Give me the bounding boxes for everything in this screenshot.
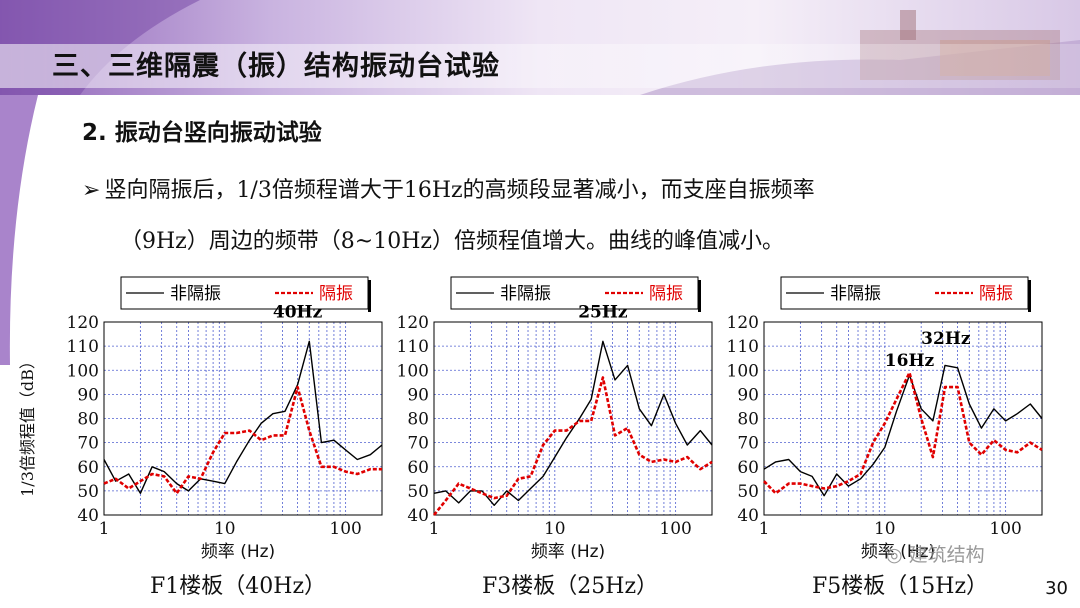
y-tick-label: 70: [407, 434, 429, 454]
grid: [434, 322, 712, 515]
legend-shadow: [1028, 280, 1031, 312]
bullet-text-line-2: （9Hz）周边的频带（8~10Hz）倍频程值增大。曲线的峰值减小。: [120, 229, 784, 254]
y-tick-label: 120: [727, 313, 759, 333]
page-number: 30: [1045, 578, 1068, 599]
series-line-0: [763, 364, 1043, 497]
y-tick-label: 110: [67, 337, 99, 357]
legend-label-0: 非隔振: [500, 284, 551, 304]
y-tick-label: 50: [77, 482, 99, 502]
x-tick-label: 10: [874, 519, 896, 539]
legend-label-0: 非隔振: [830, 284, 881, 304]
peak-annotation: 40Hz: [273, 303, 323, 323]
legend-shadow: [368, 280, 371, 312]
y-tick-label: 90: [77, 385, 99, 405]
y-tick-label: 40: [407, 506, 429, 526]
y-tick-label: 50: [737, 482, 759, 502]
watermark-text: 建筑结构: [908, 544, 985, 566]
x-tick-label: 1: [429, 519, 440, 539]
bullet-text-line-1: ➢ 竖向隔振后，1/3倍频程谱大于16Hz的高频段显著减小，而支座自振频率: [82, 172, 815, 204]
chart-caption-f3: F3楼板（25Hz）: [482, 574, 659, 599]
peak-annotation: 16Hz: [885, 351, 935, 371]
peak-annotation: 32Hz: [921, 329, 971, 349]
legend: 非隔振 隔振: [450, 276, 701, 312]
y-tick-label: 80: [77, 410, 99, 430]
y-tick-label: 60: [737, 458, 759, 478]
series-line-1: [763, 371, 1043, 495]
chart-caption-f5: F5楼板（15Hz）: [812, 574, 989, 599]
x-tick-label: 1: [759, 519, 770, 539]
shared-y-axis-label: 1/3倍频程值（dB）: [18, 353, 37, 497]
y-tick-label: 120: [397, 313, 429, 333]
y-tick-label: 50: [407, 482, 429, 502]
y-tick-label: 80: [737, 410, 759, 430]
y-tick-label: 110: [397, 337, 429, 357]
y-tick-label: 100: [397, 361, 429, 381]
plot-frame: [433, 321, 713, 516]
x-axis-label: 频率 (Hz): [531, 542, 605, 562]
series-line-0: [433, 340, 713, 507]
grid: [104, 322, 382, 515]
x-tick-label: 1: [99, 519, 110, 539]
title-bar: [0, 44, 1080, 88]
grid: [764, 322, 1042, 515]
y-tick-label: 100: [727, 361, 759, 381]
x-tick-label: 100: [659, 519, 691, 539]
legend-shadow: [698, 280, 701, 312]
y-axis-label-text: 1/3倍频程值（dB）: [18, 353, 37, 497]
x-axis-label: 频率 (Hz): [201, 542, 275, 562]
y-tick-label: 40: [77, 506, 99, 526]
y-tick-label: 60: [407, 458, 429, 478]
plot-frame: [103, 321, 383, 516]
section-title: 2. 振动台竖向振动试验: [82, 120, 322, 146]
series-line-1: [103, 385, 382, 495]
legend: 非隔振 隔振: [780, 276, 1031, 312]
y-tick-label: 120: [67, 313, 99, 333]
left-swoosh-decoration: [0, 95, 38, 365]
bullet-arrow-icon: ➢: [82, 178, 101, 203]
page-title: 三、三维隔震（振）结构振动台试验: [52, 51, 500, 82]
watermark: ◎ 建筑结构: [886, 544, 985, 566]
legend-label-0: 非隔振: [170, 284, 221, 304]
x-tick-label: 10: [544, 519, 566, 539]
y-tick-label: 110: [727, 337, 759, 357]
x-tick-label: 100: [989, 519, 1021, 539]
y-tick-label: 70: [737, 434, 759, 454]
x-tick-label: 100: [329, 519, 361, 539]
bullet-text: 竖向隔振后，1/3倍频程谱大于16Hz的高频段显著减小，而支座自振频率: [104, 178, 815, 203]
legend-label-1: 隔振: [319, 284, 353, 304]
y-tick-label: 100: [67, 361, 99, 381]
y-tick-label: 90: [737, 385, 759, 405]
y-tick-label: 90: [407, 385, 429, 405]
legend: 非隔振 隔振: [120, 276, 371, 312]
x-tick-label: 10: [214, 519, 236, 539]
y-tick-label: 80: [407, 410, 429, 430]
legend-label-1: 隔振: [979, 284, 1013, 304]
legend-label-1: 隔振: [649, 284, 683, 304]
y-tick-label: 40: [737, 506, 759, 526]
peak-annotation: 25Hz: [578, 303, 628, 323]
series-line-0: [103, 340, 383, 495]
y-tick-label: 60: [77, 458, 99, 478]
x-axis-label: 频率 (Hz): [861, 542, 935, 562]
y-tick-label: 70: [77, 434, 99, 454]
chart-caption-f1: F1楼板（40Hz）: [150, 574, 327, 599]
series-line-1: [432, 376, 713, 516]
header-banner: 三、三维隔震（振）结构振动台试验: [0, 0, 1080, 95]
